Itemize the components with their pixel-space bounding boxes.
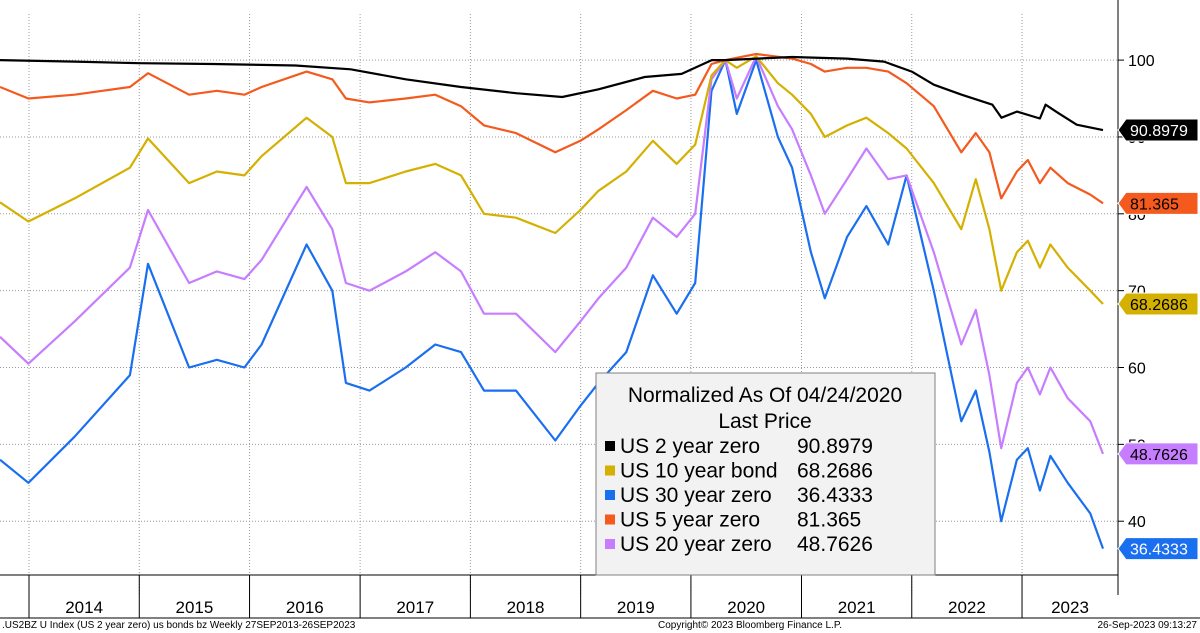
legend-swatch <box>605 539 615 549</box>
series-line <box>0 59 1105 549</box>
legend-series-name: US 20 year zero <box>620 533 772 556</box>
legend-series-value: 48.7626 <box>797 533 873 556</box>
x-tick-label: 2017 <box>396 598 434 617</box>
badge-value: 68.2686 <box>1130 297 1188 314</box>
badge-value: 48.7626 <box>1130 447 1188 464</box>
last-price-badge: 81.365 <box>1117 191 1199 215</box>
x-tick-label: 2015 <box>175 598 213 617</box>
grid <box>0 14 1118 595</box>
legend-item: US 20 year zero 48.7626 <box>605 533 873 556</box>
series-lines <box>0 52 1105 549</box>
badge-value: 81.365 <box>1130 196 1179 213</box>
legend-series-name: US 30 year zero <box>620 484 772 507</box>
legend-box <box>595 372 936 576</box>
x-tick-label: 2021 <box>838 598 876 617</box>
legend-series-name: US 5 year zero <box>620 509 760 532</box>
last-price-badge: 48.7626 <box>1117 442 1199 466</box>
badge-shape <box>1117 292 1199 316</box>
legend-series-value: 36.4333 <box>797 484 873 507</box>
footer: .US2BZ U Index (US 2 year zero) us bonds… <box>2 620 1197 631</box>
footer-left: .US2BZ U Index (US 2 year zero) us bonds… <box>2 620 356 631</box>
y-tick-label: 60 <box>1128 361 1146 378</box>
x-tick-label: 2022 <box>948 598 986 617</box>
footer-center: Copyright© 2023 Bloomberg Finance L.P. <box>658 620 842 631</box>
series-line <box>0 55 1104 132</box>
x-axis: 2014 2015 2016 2017 2018 2019 2020 2021 2022 2023 <box>28 575 1089 618</box>
series-line <box>0 55 1104 305</box>
badge-shape <box>1117 118 1199 142</box>
x-tick-label: 2023 <box>1051 598 1089 617</box>
legend-series-value: 68.2686 <box>797 460 873 483</box>
legend-item: US 2 year zero 90.8979 <box>605 435 873 458</box>
badge-shape <box>1117 191 1199 215</box>
legend-items: US 2 year zero 90.8979 US 10 year bond 68.2… <box>605 435 873 556</box>
legend-item: US 5 year zero 81.365 <box>605 509 861 532</box>
legend: Normalized As Of 04/24/2020 Last Price U… <box>595 372 936 576</box>
badge-shape <box>1117 537 1199 561</box>
x-tick-label: 2020 <box>727 598 765 617</box>
legend-item: US 10 year bond 68.2686 <box>605 460 873 483</box>
last-price-badge: 36.4333 <box>1117 537 1199 561</box>
x-tick-label: 2018 <box>507 598 545 617</box>
badge-value: 90.8979 <box>1130 123 1188 140</box>
badge-shape <box>1117 442 1199 466</box>
y-tick-label: 100 <box>1128 53 1155 70</box>
legend-swatch <box>605 490 615 500</box>
last-price-badge: 68.2686 <box>1117 292 1199 316</box>
badge-value: 36.4333 <box>1130 542 1188 559</box>
x-tick-label: 2019 <box>617 598 655 617</box>
x-tick-label: 2014 <box>65 598 103 617</box>
last-price-badges: 90.8979 68.2686 36.4333 81.365 48.7626 <box>1117 118 1199 561</box>
footer-right: 26-Sep-2023 09:13:27 <box>1097 620 1197 631</box>
legend-series-name: US 2 year zero <box>620 435 760 458</box>
legend-series-value: 81.365 <box>797 509 861 532</box>
legend-item: US 30 year zero 36.4333 <box>605 484 873 507</box>
x-tick-label: 2016 <box>286 598 324 617</box>
legend-subtitle: Last Price <box>718 410 811 433</box>
last-price-badge: 90.8979 <box>1117 118 1199 142</box>
legend-swatch <box>605 441 615 451</box>
series-line <box>0 52 1104 205</box>
series-line <box>0 55 1105 455</box>
legend-swatch <box>605 465 615 476</box>
legend-series-name: US 10 year bond <box>620 460 778 483</box>
legend-swatch <box>605 514 615 525</box>
legend-title: Normalized As Of 04/24/2020 <box>628 384 902 407</box>
legend-series-value: 90.8979 <box>797 435 873 458</box>
y-tick-label: 40 <box>1128 514 1146 531</box>
